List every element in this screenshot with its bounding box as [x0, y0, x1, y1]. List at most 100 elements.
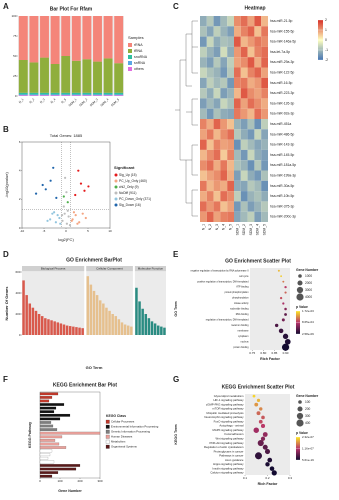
column-label: N_4 — [222, 224, 226, 230]
bar — [53, 321, 56, 335]
bar — [92, 290, 96, 335]
x-tick-label: N_3 — [39, 97, 46, 104]
y-axis-label: KEGG Pathway — [28, 422, 32, 448]
panel-label: G — [173, 375, 179, 384]
heatmap-cell — [234, 46, 241, 58]
legend-swatch — [105, 419, 110, 424]
heatmap-cell — [247, 98, 255, 109]
facet-label: Biological Process — [41, 267, 66, 271]
legend-title: p Value — [296, 431, 308, 435]
bar — [39, 424, 54, 428]
legend-swatch — [105, 429, 110, 434]
row-label: hsa-miR-181a-5p — [270, 163, 296, 167]
x-axis-label: Rich Factor — [260, 357, 280, 361]
heatmap-cell — [254, 67, 262, 78]
legend-label: 1000 — [305, 274, 312, 278]
heatmap-cell — [206, 191, 214, 202]
heatmap-cell — [254, 170, 262, 181]
point — [56, 214, 59, 217]
heatmap-cell — [227, 160, 234, 171]
legend-title: Significant — [114, 165, 135, 170]
x-tick-label: 0.2 — [265, 476, 270, 480]
y-tick-label: 0 — [19, 333, 21, 337]
heatmap-cell — [206, 26, 214, 37]
bar — [89, 284, 93, 335]
heatmap-cell — [254, 211, 262, 222]
bar — [102, 303, 105, 335]
heatmap-cell — [220, 201, 228, 212]
point — [254, 452, 263, 460]
bar-segment — [18, 95, 28, 96]
row-label: hsa-miR-143-3p — [270, 143, 294, 147]
heatmap-cell — [254, 160, 262, 171]
bar — [75, 327, 78, 335]
heatmap-cell — [213, 160, 221, 171]
bar-segment — [93, 95, 102, 96]
heatmap-cell — [240, 77, 248, 89]
x-tick-label: 300 — [97, 479, 102, 483]
bar — [95, 295, 99, 335]
heatmap-cell — [261, 170, 268, 181]
heatmap-cell — [234, 160, 241, 171]
heatmap-cell — [240, 98, 248, 109]
facet-strip — [134, 266, 166, 272]
point — [254, 402, 259, 407]
y-tick-label: Wnt signaling pathway — [216, 436, 245, 440]
point — [282, 333, 289, 340]
legend-label: PC_Down_Only (371) — [119, 197, 151, 201]
bar-segment — [40, 16, 49, 58]
bar — [59, 323, 63, 335]
x-tick-label: 100 — [57, 479, 62, 483]
heatmap-cell — [206, 57, 214, 68]
legend-label: 200 — [305, 407, 311, 411]
heatmap-cell — [234, 139, 241, 150]
bar-segment — [61, 95, 71, 96]
point — [274, 323, 279, 328]
row-label: hsa-miR-126-3p — [270, 101, 294, 105]
point — [262, 432, 268, 437]
x-tick-label: -5 — [43, 229, 46, 233]
y-tick-label: 600 — [15, 270, 20, 274]
legend-label: 400 — [305, 421, 311, 425]
legend-label: Cellular Processes — [111, 420, 135, 424]
heatmap-cell — [261, 180, 268, 192]
legend-size — [297, 406, 303, 412]
legend-label: others — [134, 67, 144, 71]
y-tick-label: 50 — [13, 54, 17, 58]
bar-segment — [82, 92, 92, 95]
heatmap-cell — [227, 191, 234, 202]
heatmap-cell — [227, 98, 234, 109]
colorbar-tick-label: -2 — [325, 58, 328, 62]
colorbar-tick-label: 2.58e-09 — [302, 332, 314, 336]
bar-segment — [40, 57, 49, 93]
bar — [147, 318, 151, 335]
y-tick-label: 100 — [11, 14, 16, 18]
heatmap-cell — [234, 26, 241, 37]
bar-segment — [29, 95, 39, 96]
heatmap-cell — [213, 67, 221, 78]
point — [261, 415, 265, 420]
heatmap-cell — [240, 211, 248, 222]
y-tick-label: nucleotide binding — [230, 308, 249, 311]
heatmap-cell — [247, 211, 255, 222]
y-axis-label: -log10(pvalue) — [4, 172, 9, 198]
legend-swatch — [105, 439, 110, 444]
dendrogram — [175, 20, 198, 217]
heatmap-cell — [234, 129, 241, 140]
x-tick-label: 0 — [39, 479, 41, 483]
point — [62, 195, 65, 198]
heatmap-cell — [234, 57, 241, 68]
legend-label: rRNA — [134, 43, 143, 47]
heatmap-cell — [220, 16, 228, 27]
point — [70, 219, 73, 222]
bar — [135, 287, 138, 335]
legend-size — [296, 419, 304, 427]
point — [55, 196, 58, 199]
heatmap-cell — [247, 77, 255, 89]
bar — [153, 323, 157, 335]
heatmap-cell — [254, 139, 262, 150]
panel-label: D — [3, 250, 9, 259]
heatmap-cell — [261, 77, 268, 89]
